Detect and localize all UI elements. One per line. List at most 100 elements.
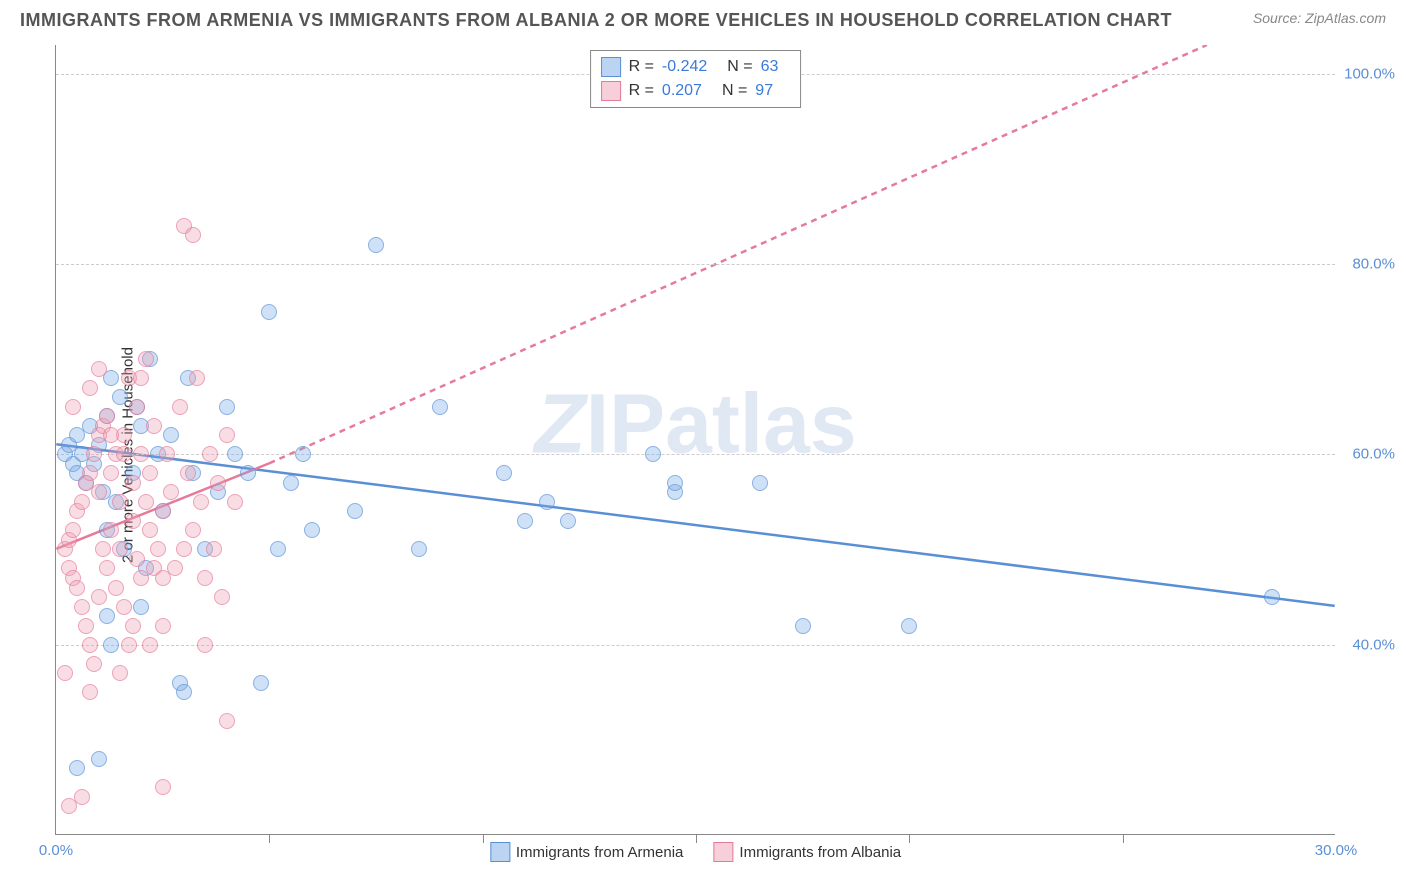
- scatter-point: [1264, 589, 1280, 605]
- chart-container: 2 or more Vehicles in Household ZIPatlas…: [55, 45, 1385, 865]
- stat-n-label: N =: [727, 58, 752, 76]
- chart-title: IMMIGRANTS FROM ARMENIA VS IMMIGRANTS FR…: [20, 10, 1172, 31]
- scatter-point: [146, 418, 162, 434]
- swatch-blue-icon: [490, 842, 510, 862]
- scatter-point: [142, 637, 158, 653]
- scatter-point: [99, 408, 115, 424]
- scatter-point: [133, 370, 149, 386]
- scatter-point: [270, 541, 286, 557]
- watermark: ZIPatlas: [534, 375, 856, 472]
- scatter-point: [155, 618, 171, 634]
- scatter-point: [496, 465, 512, 481]
- scatter-point: [69, 760, 85, 776]
- stat-r-label: R =: [629, 82, 654, 100]
- stat-n-value-albania: 97: [755, 82, 773, 100]
- bottom-legend: Immigrants from Armenia Immigrants from …: [490, 842, 901, 862]
- scatter-point: [219, 427, 235, 443]
- scatter-point: [82, 684, 98, 700]
- scatter-point: [219, 399, 235, 415]
- scatter-point: [176, 541, 192, 557]
- scatter-point: [61, 798, 77, 814]
- correlation-stats-legend: R = -0.242 N = 63 R = 0.207 N = 97: [590, 50, 802, 108]
- scatter-point: [121, 637, 137, 653]
- scatter-point: [210, 475, 226, 491]
- scatter-point: [91, 484, 107, 500]
- scatter-point: [150, 541, 166, 557]
- gridline-h: [56, 645, 1335, 646]
- scatter-point: [133, 446, 149, 462]
- x-tick-label: 0.0%: [39, 842, 73, 859]
- x-tick-mark: [909, 835, 910, 843]
- scatter-point: [99, 608, 115, 624]
- scatter-point: [103, 370, 119, 386]
- scatter-point: [86, 656, 102, 672]
- scatter-point: [539, 494, 555, 510]
- scatter-point: [69, 580, 85, 596]
- trend-lines-layer: [56, 45, 1335, 834]
- gridline-h: [56, 264, 1335, 265]
- scatter-point: [197, 637, 213, 653]
- scatter-point: [91, 589, 107, 605]
- scatter-point: [142, 522, 158, 538]
- scatter-point: [214, 589, 230, 605]
- scatter-point: [112, 665, 128, 681]
- scatter-point: [112, 541, 128, 557]
- scatter-point: [82, 637, 98, 653]
- scatter-point: [142, 465, 158, 481]
- scatter-point: [99, 560, 115, 576]
- scatter-point: [206, 541, 222, 557]
- stats-row-armenia: R = -0.242 N = 63: [601, 55, 791, 79]
- scatter-point: [189, 370, 205, 386]
- scatter-point: [82, 465, 98, 481]
- scatter-point: [125, 618, 141, 634]
- scatter-point: [82, 380, 98, 396]
- scatter-point: [155, 779, 171, 795]
- scatter-point: [65, 522, 81, 538]
- scatter-point: [560, 513, 576, 529]
- x-tick-mark: [696, 835, 697, 843]
- scatter-point: [795, 618, 811, 634]
- x-tick-mark: [1123, 835, 1124, 843]
- gridline-h: [56, 454, 1335, 455]
- stat-n-value-armenia: 63: [761, 58, 779, 76]
- scatter-point: [227, 446, 243, 462]
- scatter-point: [138, 351, 154, 367]
- scatter-point: [163, 427, 179, 443]
- scatter-point: [295, 446, 311, 462]
- scatter-point: [240, 465, 256, 481]
- legend-item-albania: Immigrants from Albania: [713, 842, 901, 862]
- scatter-point: [57, 665, 73, 681]
- x-tick-label: 30.0%: [1315, 842, 1358, 859]
- scatter-point: [432, 399, 448, 415]
- scatter-point: [103, 427, 119, 443]
- scatter-point: [368, 237, 384, 253]
- scatter-point: [112, 389, 128, 405]
- scatter-point: [138, 494, 154, 510]
- scatter-point: [219, 713, 235, 729]
- scatter-point: [227, 494, 243, 510]
- legend-label: Immigrants from Armenia: [516, 844, 684, 861]
- legend-label: Immigrants from Albania: [739, 844, 901, 861]
- scatter-point: [667, 475, 683, 491]
- scatter-point: [91, 751, 107, 767]
- swatch-blue-icon: [601, 57, 621, 77]
- stat-n-label: N =: [722, 82, 747, 100]
- scatter-point: [103, 522, 119, 538]
- scatter-point: [65, 399, 81, 415]
- scatter-point: [103, 637, 119, 653]
- scatter-point: [167, 560, 183, 576]
- swatch-pink-icon: [713, 842, 733, 862]
- scatter-point: [103, 465, 119, 481]
- scatter-point: [108, 580, 124, 596]
- scatter-point: [185, 227, 201, 243]
- scatter-point: [172, 399, 188, 415]
- scatter-point: [78, 618, 94, 634]
- scatter-point: [197, 570, 213, 586]
- scatter-point: [347, 503, 363, 519]
- x-tick-mark: [483, 835, 484, 843]
- y-tick-label: 40.0%: [1352, 636, 1395, 653]
- scatter-point: [86, 446, 102, 462]
- scatter-point: [74, 494, 90, 510]
- stats-row-albania: R = 0.207 N = 97: [601, 79, 791, 103]
- scatter-point: [155, 503, 171, 519]
